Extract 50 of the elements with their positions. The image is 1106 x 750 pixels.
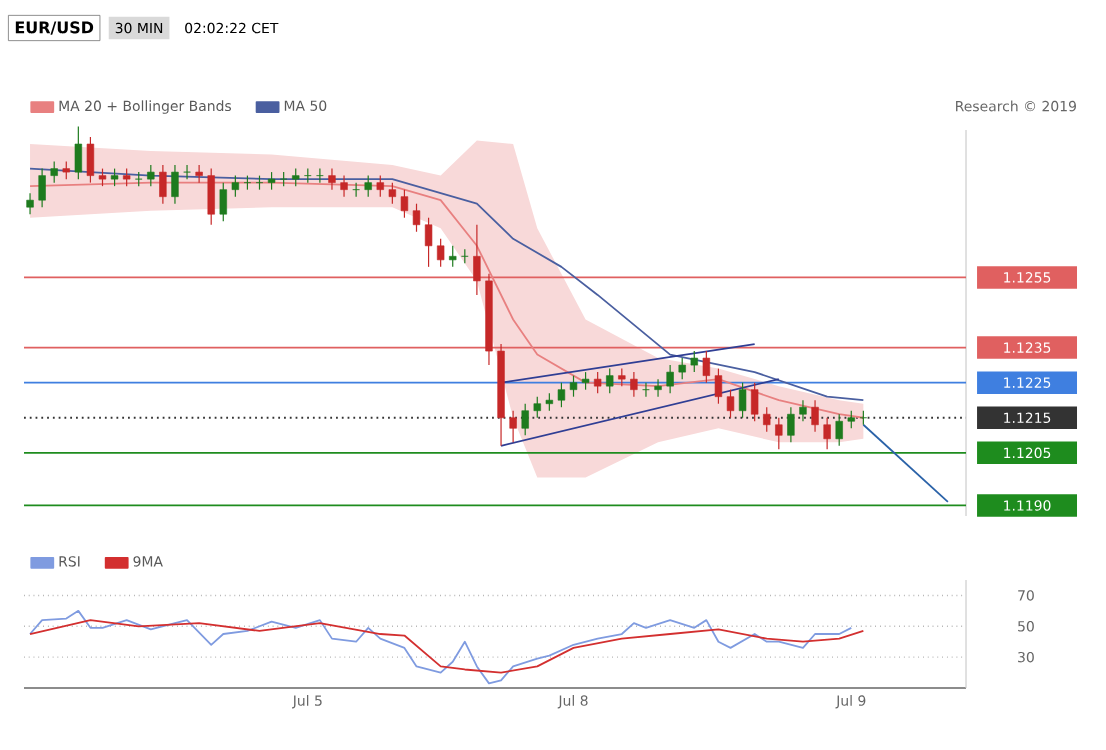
candlestick [533,396,541,419]
candlestick [557,382,566,408]
candlestick [654,378,662,398]
candlestick [678,357,686,380]
candlestick [219,182,227,222]
candlestick [364,175,372,198]
candlestick [412,203,421,233]
candlestick [811,399,819,433]
candlestick [376,175,384,198]
candlestick [50,160,58,184]
candlestick [630,371,638,398]
candlestick [436,238,445,268]
candlestick [835,413,843,447]
candlestick [26,192,34,215]
candlestick [714,368,723,405]
candlestick [231,175,240,198]
candlestick [183,164,191,180]
candlestick [823,417,831,450]
candlestick [400,189,409,219]
candlestick [207,167,215,226]
candlestick [593,371,602,394]
candlestick [763,406,771,433]
candlestick [86,136,95,184]
candlestick [340,175,348,198]
candlestick [775,417,783,450]
line-series [29,619,865,674]
candlestick [509,410,517,443]
line-series [29,609,853,685]
candlestick [424,217,433,268]
candlestick [750,382,759,422]
candlestick [473,224,481,296]
candlestick [521,403,529,436]
candlestick [666,364,674,394]
candlestick [738,382,747,419]
candlestick [195,164,203,184]
candlestick [569,375,578,398]
candlestick [726,389,735,419]
candlestick [159,164,167,205]
candlestick [690,350,698,373]
candlestick [171,164,179,205]
candlestick [606,368,614,394]
candlestick [787,406,795,443]
candlestick [147,164,155,187]
candlestick [74,125,83,180]
candlestick [799,399,807,422]
candlestick [702,350,711,384]
candlestick [38,167,46,208]
candlestick [449,245,457,268]
candlestick [328,167,336,191]
candlestick [388,182,397,205]
